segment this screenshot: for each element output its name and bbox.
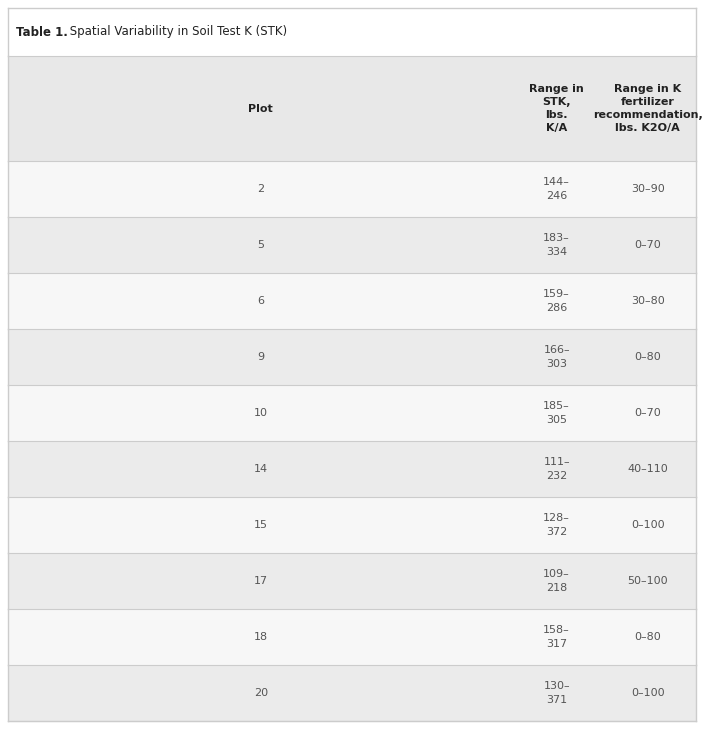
Text: 183–
334: 183– 334 (543, 233, 570, 257)
Text: 0–70: 0–70 (634, 240, 661, 250)
Text: 111–
232: 111– 232 (543, 457, 570, 481)
Text: 158–
317: 158– 317 (543, 626, 570, 648)
Bar (8, 385, 696, 441)
Text: 109–
218: 109– 218 (543, 570, 570, 592)
Text: 2: 2 (257, 184, 265, 194)
Bar (8, 161, 696, 217)
Text: 166–
303: 166– 303 (543, 345, 570, 369)
Text: 0–100: 0–100 (631, 688, 665, 698)
Text: 5: 5 (258, 240, 264, 250)
Text: 6: 6 (258, 296, 264, 306)
Text: 17: 17 (253, 576, 268, 586)
Bar (8, 497, 696, 553)
Bar (8, 665, 696, 721)
Text: 185–
305: 185– 305 (543, 401, 570, 425)
Text: 0–80: 0–80 (634, 352, 661, 362)
Text: 40–110: 40–110 (627, 464, 668, 474)
Bar (8, 329, 696, 385)
Text: 30–90: 30–90 (631, 184, 665, 194)
Text: 30–80: 30–80 (631, 296, 665, 306)
Text: Spatial Variability in Soil Test K (STK): Spatial Variability in Soil Test K (STK) (66, 26, 287, 38)
Text: 144–
246: 144– 246 (543, 177, 570, 201)
Bar (8, 8, 696, 56)
Text: 14: 14 (253, 464, 268, 474)
Bar (8, 217, 696, 273)
Text: 15: 15 (254, 520, 268, 530)
Text: Plot: Plot (249, 104, 273, 113)
Text: 0–70: 0–70 (634, 408, 661, 418)
Text: 130–
371: 130– 371 (543, 682, 570, 704)
Text: 10: 10 (254, 408, 268, 418)
Bar (8, 273, 696, 329)
Bar (8, 441, 696, 497)
Text: 128–
372: 128– 372 (543, 514, 570, 537)
Text: 50–100: 50–100 (627, 576, 668, 586)
Text: Range in K
fertilizer
recommendation,
lbs. K2O/A: Range in K fertilizer recommendation, lb… (593, 84, 703, 133)
Text: 20: 20 (253, 688, 268, 698)
Bar (8, 609, 696, 665)
Text: Range in
STK,
lbs.
K/A: Range in STK, lbs. K/A (529, 84, 584, 133)
Text: Table 1.: Table 1. (16, 26, 68, 38)
Text: 0–80: 0–80 (634, 632, 661, 642)
Text: 159–
286: 159– 286 (543, 289, 570, 313)
Bar (8, 56, 696, 161)
Bar (8, 553, 696, 609)
Text: 0–100: 0–100 (631, 520, 665, 530)
Text: 18: 18 (253, 632, 268, 642)
Text: 9: 9 (257, 352, 265, 362)
